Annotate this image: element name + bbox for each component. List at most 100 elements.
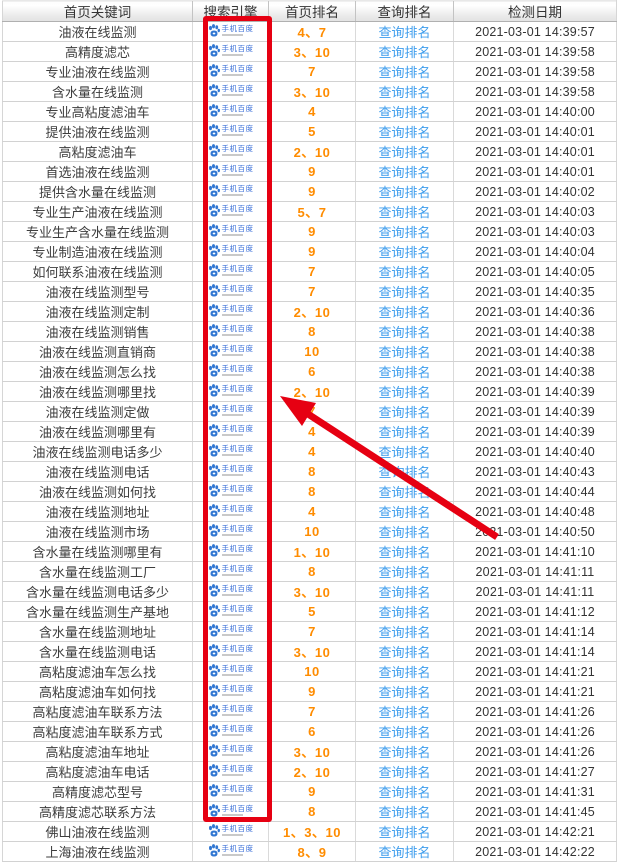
query-rank-link[interactable]: 查询排名 bbox=[378, 805, 431, 820]
query-rank-link[interactable]: 查询排名 bbox=[378, 185, 431, 200]
query-rank-link[interactable]: 查询排名 bbox=[378, 105, 431, 120]
search-engine-badge: 手机百度 bbox=[208, 603, 254, 617]
query-rank-link[interactable]: 查询排名 bbox=[378, 585, 431, 600]
table-row: 含水量在线监测生产基地 手机百度 5 查询排名 2021- bbox=[2, 601, 617, 622]
query-rank-link[interactable]: 查询排名 bbox=[378, 645, 431, 660]
rank-cell: 4 bbox=[268, 101, 356, 122]
search-engine-badge: 手机百度 bbox=[208, 443, 254, 457]
query-rank-link[interactable]: 查询排名 bbox=[378, 385, 431, 400]
engine-subtext-decoration bbox=[221, 213, 243, 216]
query-rank-link[interactable]: 查询排名 bbox=[378, 305, 431, 320]
table-row: 专业生产油液在线监测 手机百度 5、7 查询排名 2021 bbox=[2, 201, 617, 222]
engine-subtext-decoration bbox=[221, 493, 243, 496]
table-row: 高粘度滤油车联系方式 手机百度 6 查询排名 2021-0 bbox=[2, 721, 617, 742]
engine-cell: 手机百度 bbox=[192, 201, 269, 222]
engine-subtext-decoration bbox=[221, 33, 243, 36]
query-cell: 查询排名 bbox=[355, 181, 454, 202]
baidu-paw-icon bbox=[208, 623, 220, 636]
query-rank-link[interactable]: 查询排名 bbox=[378, 505, 431, 520]
rank-cell: 7 bbox=[268, 61, 356, 82]
keyword-cell: 高粘度滤油车地址 bbox=[2, 741, 193, 762]
keyword-cell: 油液在线监测定制 bbox=[2, 301, 193, 322]
query-rank-link[interactable]: 查询排名 bbox=[378, 405, 431, 420]
keyword-cell: 高精度滤芯 bbox=[2, 41, 193, 62]
query-rank-link[interactable]: 查询排名 bbox=[378, 485, 431, 500]
query-rank-link[interactable]: 查询排名 bbox=[378, 705, 431, 720]
rank-cell: 6 bbox=[268, 721, 356, 742]
query-rank-link[interactable]: 查询排名 bbox=[378, 345, 431, 360]
query-rank-link[interactable]: 查询排名 bbox=[378, 245, 431, 260]
keyword-cell: 佛山油液在线监测 bbox=[2, 821, 193, 842]
query-rank-link[interactable]: 查询排名 bbox=[378, 65, 431, 80]
query-cell: 查询排名 bbox=[355, 241, 454, 262]
query-rank-link[interactable]: 查询排名 bbox=[378, 605, 431, 620]
query-rank-link[interactable]: 查询排名 bbox=[378, 45, 431, 60]
table-row: 高精度滤芯联系方法 手机百度 8 查询排名 2021-03 bbox=[2, 801, 617, 822]
engine-cell: 手机百度 bbox=[192, 261, 269, 282]
keyword-cell: 油液在线监测电话多少 bbox=[2, 441, 193, 462]
engine-cell: 手机百度 bbox=[192, 561, 269, 582]
query-rank-link[interactable]: 查询排名 bbox=[378, 365, 431, 380]
engine-subtext-decoration bbox=[221, 393, 243, 396]
engine-subtext-decoration bbox=[221, 373, 243, 376]
query-rank-link[interactable]: 查询排名 bbox=[378, 85, 431, 100]
query-rank-link[interactable]: 查询排名 bbox=[378, 465, 431, 480]
query-rank-link[interactable]: 查询排名 bbox=[378, 845, 431, 860]
query-rank-link[interactable]: 查询排名 bbox=[378, 25, 431, 40]
query-cell: 查询排名 bbox=[355, 701, 454, 722]
query-rank-link[interactable]: 查询排名 bbox=[378, 225, 431, 240]
engine-label: 手机百度 bbox=[221, 363, 254, 373]
keyword-cell: 专业生产含水量在线监测 bbox=[2, 221, 193, 242]
query-rank-link[interactable]: 查询排名 bbox=[378, 205, 431, 220]
query-rank-link[interactable]: 查询排名 bbox=[378, 545, 431, 560]
query-cell: 查询排名 bbox=[355, 541, 454, 562]
query-rank-link[interactable]: 查询排名 bbox=[378, 165, 431, 180]
search-engine-badge: 手机百度 bbox=[208, 63, 254, 77]
table-row: 提供含水量在线监测 手机百度 9 查询排名 2021-03 bbox=[2, 181, 617, 202]
date-cell: 2021-03-01 14:41:14 bbox=[453, 621, 617, 642]
query-rank-link[interactable]: 查询排名 bbox=[378, 525, 431, 540]
query-rank-link[interactable]: 查询排名 bbox=[378, 425, 431, 440]
date-cell: 2021-03-01 14:40:35 bbox=[453, 281, 617, 302]
baidu-paw-icon bbox=[208, 83, 220, 96]
table-row: 油液在线监测地址 手机百度 4 查询排名 2021-03- bbox=[2, 501, 617, 522]
keyword-cell: 油液在线监测直销商 bbox=[2, 341, 193, 362]
engine-label: 手机百度 bbox=[221, 703, 254, 713]
engine-subtext-decoration bbox=[221, 633, 243, 636]
query-rank-link[interactable]: 查询排名 bbox=[378, 565, 431, 580]
search-engine-badge: 手机百度 bbox=[208, 243, 254, 257]
baidu-paw-icon bbox=[208, 203, 220, 216]
engine-subtext-decoration bbox=[221, 53, 243, 56]
query-rank-link[interactable]: 查询排名 bbox=[378, 825, 431, 840]
query-rank-link[interactable]: 查询排名 bbox=[378, 725, 431, 740]
engine-subtext-decoration bbox=[221, 353, 243, 356]
query-cell: 查询排名 bbox=[355, 821, 454, 842]
table-row: 油液在线监测定制 手机百度 2、10 查询排名 2021- bbox=[2, 301, 617, 322]
query-rank-link[interactable]: 查询排名 bbox=[378, 765, 431, 780]
query-rank-link[interactable]: 查询排名 bbox=[378, 625, 431, 640]
engine-subtext-decoration bbox=[221, 73, 243, 76]
rank-cell: 5、7 bbox=[268, 201, 356, 222]
table-row: 上海油液在线监测 手机百度 8、9 查询排名 2021-0 bbox=[2, 841, 617, 862]
query-rank-link[interactable]: 查询排名 bbox=[378, 325, 431, 340]
query-rank-link[interactable]: 查询排名 bbox=[378, 285, 431, 300]
query-rank-link[interactable]: 查询排名 bbox=[378, 685, 431, 700]
query-rank-link[interactable]: 查询排名 bbox=[378, 265, 431, 280]
query-rank-link[interactable]: 查询排名 bbox=[378, 145, 431, 160]
query-rank-link[interactable]: 查询排名 bbox=[378, 745, 431, 760]
query-cell: 查询排名 bbox=[355, 521, 454, 542]
engine-label: 手机百度 bbox=[221, 163, 254, 173]
query-rank-link[interactable]: 查询排名 bbox=[378, 125, 431, 140]
date-cell: 2021-03-01 14:41:21 bbox=[453, 681, 617, 702]
query-rank-link[interactable]: 查询排名 bbox=[378, 785, 431, 800]
engine-subtext-decoration bbox=[221, 433, 243, 436]
query-rank-link[interactable]: 查询排名 bbox=[378, 445, 431, 460]
rank-cell: 1、10 bbox=[268, 541, 356, 562]
rank-cell: 3、10 bbox=[268, 81, 356, 102]
baidu-paw-icon bbox=[208, 603, 220, 616]
search-engine-badge: 手机百度 bbox=[208, 23, 254, 37]
date-cell: 2021-03-01 14:40:01 bbox=[453, 121, 617, 142]
query-rank-link[interactable]: 查询排名 bbox=[378, 665, 431, 680]
keyword-cell: 高精度滤芯联系方法 bbox=[2, 801, 193, 822]
baidu-paw-icon bbox=[208, 183, 220, 196]
